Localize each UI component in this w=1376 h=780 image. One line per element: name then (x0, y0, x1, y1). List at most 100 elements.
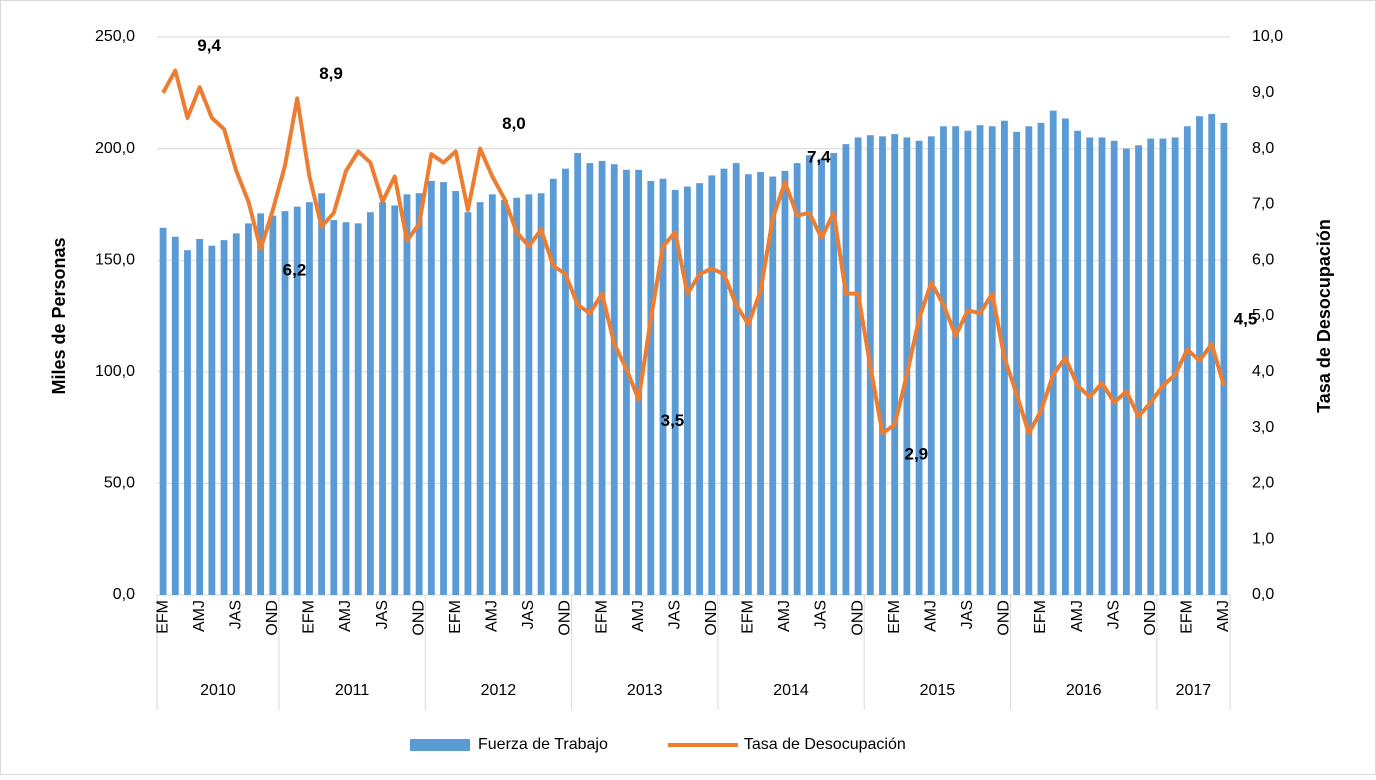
y2-tick-label: 2,0 (1252, 475, 1274, 492)
bar (1086, 137, 1094, 595)
bar (476, 202, 484, 595)
x-tick-label: AMJ (776, 600, 793, 632)
y2-axis-title: Tasa de Desocupación (1314, 219, 1334, 413)
bar (281, 211, 289, 595)
bar (1025, 126, 1033, 595)
x-tick-label: JAS (520, 600, 537, 629)
bar (964, 130, 972, 595)
bar (635, 169, 643, 595)
group-label: 2012 (481, 682, 517, 699)
data-label: 8,9 (319, 64, 343, 83)
x-tick-label: EFM (1032, 600, 1049, 634)
bar (525, 194, 533, 595)
x-tick-label: OND (1142, 600, 1159, 636)
bar (610, 164, 618, 595)
bar (586, 163, 594, 595)
bar (891, 134, 899, 596)
bar (1110, 140, 1118, 595)
x-tick-label: AMJ (191, 600, 208, 632)
bar (720, 168, 728, 596)
x-tick-label: JAS (227, 600, 244, 629)
bar (769, 176, 777, 595)
bar (269, 215, 277, 595)
bar (501, 199, 508, 595)
bar (1037, 122, 1045, 595)
data-label: 4,5 (1234, 309, 1258, 328)
bar (708, 175, 716, 595)
bar (976, 125, 984, 595)
bar (513, 197, 521, 596)
bar (562, 168, 569, 596)
bar (379, 202, 386, 595)
bar (1135, 145, 1142, 595)
bar (464, 212, 472, 595)
x-tick-label: OND (849, 600, 866, 636)
y2-tick-label: 8,0 (1252, 140, 1274, 157)
bar (220, 240, 228, 595)
y2-tick-label: 4,0 (1252, 363, 1274, 380)
bar (159, 227, 167, 595)
bar (1208, 114, 1216, 595)
y-tick-label: 200,0 (95, 140, 135, 157)
y2-tick-label: 0,0 (1252, 586, 1274, 603)
bar (366, 212, 374, 595)
bar (245, 223, 252, 595)
bar (1183, 126, 1191, 595)
bar (354, 223, 362, 595)
bar (549, 178, 557, 595)
bar (854, 137, 862, 595)
bar (988, 126, 996, 595)
bar (598, 160, 606, 595)
x-tick-label: EFM (447, 600, 464, 634)
bar (391, 205, 399, 596)
bar (927, 136, 935, 595)
bar (1074, 130, 1081, 595)
x-tick-label: AMJ (1215, 600, 1232, 632)
x-tick-label: EFM (301, 600, 318, 634)
y-tick-label: 250,0 (95, 28, 135, 45)
bar (818, 158, 825, 596)
bar (537, 193, 545, 596)
group-label: 2015 (920, 682, 956, 699)
x-tick-label: JAS (374, 600, 391, 629)
bar (1171, 137, 1179, 595)
y2-tick-label: 7,0 (1252, 196, 1274, 213)
bar (232, 233, 240, 595)
bar (171, 236, 179, 595)
bar (196, 238, 204, 595)
bar (1049, 110, 1057, 595)
x-tick-label: OND (703, 600, 720, 636)
x-tick-label: EFM (886, 600, 903, 634)
x-tick-label: OND (557, 600, 574, 636)
bar (696, 183, 704, 596)
data-label: 7,4 (807, 148, 831, 167)
bar (671, 189, 679, 595)
bar (830, 153, 838, 595)
bar (427, 180, 435, 596)
bar (415, 193, 423, 596)
bar (318, 193, 326, 596)
legend-swatch (410, 739, 470, 751)
bar (306, 202, 313, 595)
bar (1159, 138, 1167, 595)
bar (805, 155, 813, 595)
bar (757, 172, 764, 595)
group-label: 2014 (773, 682, 809, 699)
bar (1220, 122, 1228, 595)
x-tick-label: JAS (959, 600, 976, 629)
x-tick-label: JAS (666, 600, 683, 629)
legend-label: Fuerza de Trabajo (478, 736, 608, 753)
bar (744, 174, 752, 595)
group-label: 2011 (335, 682, 370, 699)
bar (842, 144, 850, 596)
data-label: 8,0 (502, 114, 526, 133)
y2-tick-label: 3,0 (1252, 419, 1274, 436)
x-tick-label: AMJ (337, 600, 354, 632)
bar (1196, 116, 1203, 596)
x-tick-label: OND (996, 600, 1013, 636)
bar (879, 136, 886, 595)
bar (184, 250, 191, 595)
line (161, 68, 1226, 436)
data-label: 2,9 (904, 445, 928, 464)
